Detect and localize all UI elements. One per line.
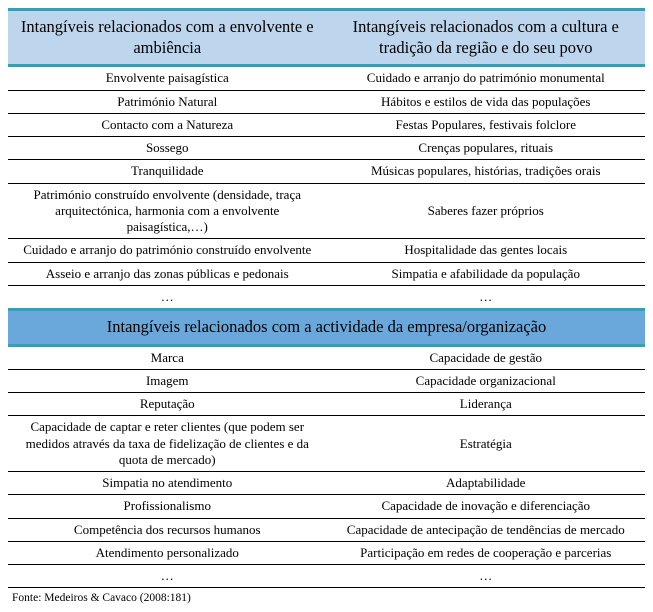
intangibles-table: Intangíveis relacionados com a envolvent… bbox=[8, 8, 645, 588]
cell-right: Hábitos e estilos de vida das populações bbox=[327, 90, 646, 113]
table-row: Contacto com a NaturezaFestas Populares,… bbox=[8, 113, 645, 136]
cell-left: … bbox=[8, 565, 327, 588]
cell-left: Tranquilidade bbox=[8, 160, 327, 183]
cell-right: Liderança bbox=[327, 393, 646, 416]
table-row: Atendimento personalizadoParticipação em… bbox=[8, 541, 645, 564]
table-row: Património NaturalHábitos e estilos de v… bbox=[8, 90, 645, 113]
table-row: Cuidado e arranjo do património construí… bbox=[8, 239, 645, 262]
table-row: …… bbox=[8, 285, 645, 309]
cell-left: Asseio e arranjo das zonas públicas e pe… bbox=[8, 262, 327, 285]
cell-left: Imagem bbox=[8, 369, 327, 392]
cell-left: Património Natural bbox=[8, 90, 327, 113]
table-row: Envolvente paisagísticaCuidado e arranjo… bbox=[8, 66, 645, 90]
cell-left: Marca bbox=[8, 345, 327, 369]
cell-left: Cuidado e arranjo do património construí… bbox=[8, 239, 327, 262]
cell-left: Património construído envolvente (densid… bbox=[8, 183, 327, 239]
section-header-full: Intangíveis relacionados com a actividad… bbox=[8, 310, 645, 346]
table-row: SossegoCrenças populares, rituais bbox=[8, 137, 645, 160]
cell-right: Hospitalidade das gentes locais bbox=[327, 239, 646, 262]
cell-left: Reputação bbox=[8, 393, 327, 416]
cell-left: Profissionalismo bbox=[8, 495, 327, 518]
source-citation: Fonte: Medeiros & Cavaco (2008:181) bbox=[8, 592, 645, 604]
cell-right: … bbox=[327, 565, 646, 588]
table-row: TranquilidadeMúsicas populares, história… bbox=[8, 160, 645, 183]
cell-right: Cuidado e arranjo do património monument… bbox=[327, 66, 646, 90]
section-header-right: Intangíveis relacionados com a cultura e… bbox=[327, 10, 646, 66]
table-row: Capacidade de captar e reter clientes (q… bbox=[8, 416, 645, 472]
cell-left: Sossego bbox=[8, 137, 327, 160]
cell-left: Simpatia no atendimento bbox=[8, 472, 327, 495]
cell-left: Competência dos recursos humanos bbox=[8, 518, 327, 541]
cell-left: Contacto com a Natureza bbox=[8, 113, 327, 136]
cell-right: Saberes fazer próprios bbox=[327, 183, 646, 239]
table-row: …… bbox=[8, 565, 645, 588]
cell-right: Músicas populares, histórias, tradições … bbox=[327, 160, 646, 183]
cell-left: Capacidade de captar e reter clientes (q… bbox=[8, 416, 327, 472]
table-row: Competência dos recursos humanosCapacida… bbox=[8, 518, 645, 541]
cell-right: Crenças populares, rituais bbox=[327, 137, 646, 160]
table-row: Asseio e arranjo das zonas públicas e pe… bbox=[8, 262, 645, 285]
cell-right: Capacidade de antecipação de tendências … bbox=[327, 518, 646, 541]
section-header-left: Intangíveis relacionados com a envolvent… bbox=[8, 10, 327, 66]
cell-right: Adaptabilidade bbox=[327, 472, 646, 495]
cell-right: Participação em redes de cooperação e pa… bbox=[327, 541, 646, 564]
cell-left: Envolvente paisagística bbox=[8, 66, 327, 90]
table-row: MarcaCapacidade de gestão bbox=[8, 345, 645, 369]
table-row: ProfissionalismoCapacidade de inovação e… bbox=[8, 495, 645, 518]
cell-right: Festas Populares, festivais folclore bbox=[327, 113, 646, 136]
cell-right: Capacidade de gestão bbox=[327, 345, 646, 369]
cell-right: Simpatia e afabilidade da população bbox=[327, 262, 646, 285]
cell-left: Atendimento personalizado bbox=[8, 541, 327, 564]
cell-right: Estratégia bbox=[327, 416, 646, 472]
cell-right: … bbox=[327, 285, 646, 309]
cell-left: … bbox=[8, 285, 327, 309]
cell-right: Capacidade de inovação e diferenciação bbox=[327, 495, 646, 518]
cell-right: Capacidade organizacional bbox=[327, 369, 646, 392]
table-row: Simpatia no atendimentoAdaptabilidade bbox=[8, 472, 645, 495]
table-row: Património construído envolvente (densid… bbox=[8, 183, 645, 239]
table-row: ReputaçãoLiderança bbox=[8, 393, 645, 416]
table-row: ImagemCapacidade organizacional bbox=[8, 369, 645, 392]
